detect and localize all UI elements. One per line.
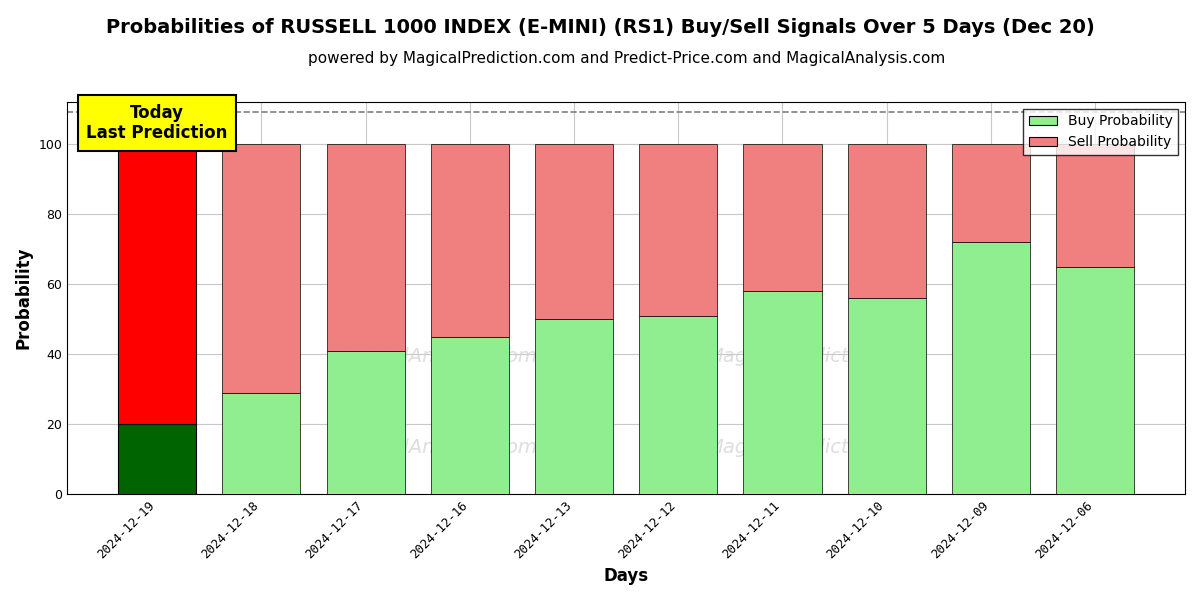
X-axis label: Days: Days	[604, 567, 649, 585]
Text: Today
Last Prediction: Today Last Prediction	[86, 104, 228, 142]
Text: MagicalAnalysis.com: MagicalAnalysis.com	[335, 347, 538, 367]
Bar	[952, 242, 1030, 494]
Bar	[118, 144, 197, 424]
Bar	[222, 393, 300, 494]
Text: MagicalAnalysis.com: MagicalAnalysis.com	[335, 438, 538, 457]
Bar	[640, 144, 718, 316]
Bar	[431, 144, 509, 337]
Bar	[535, 319, 613, 494]
Bar	[847, 298, 925, 494]
Legend: Buy Probability, Sell Probability: Buy Probability, Sell Probability	[1024, 109, 1178, 155]
Bar	[847, 144, 925, 298]
Bar	[326, 144, 404, 350]
Bar	[222, 144, 300, 393]
Text: Probabilities of RUSSELL 1000 INDEX (E-MINI) (RS1) Buy/Sell Signals Over 5 Days : Probabilities of RUSSELL 1000 INDEX (E-M…	[106, 18, 1094, 37]
Bar	[1056, 266, 1134, 494]
Bar	[535, 144, 613, 319]
Title: powered by MagicalPrediction.com and Predict-Price.com and MagicalAnalysis.com: powered by MagicalPrediction.com and Pre…	[307, 51, 944, 66]
Text: MagicalPrediction.com: MagicalPrediction.com	[706, 347, 926, 367]
Bar	[1056, 144, 1134, 266]
Y-axis label: Probability: Probability	[14, 247, 34, 349]
Bar	[118, 424, 197, 494]
Bar	[640, 316, 718, 494]
Bar	[743, 144, 822, 291]
Text: MagicalPrediction.com: MagicalPrediction.com	[706, 438, 926, 457]
Bar	[326, 350, 404, 494]
Bar	[431, 337, 509, 494]
Bar	[743, 291, 822, 494]
Bar	[952, 144, 1030, 242]
